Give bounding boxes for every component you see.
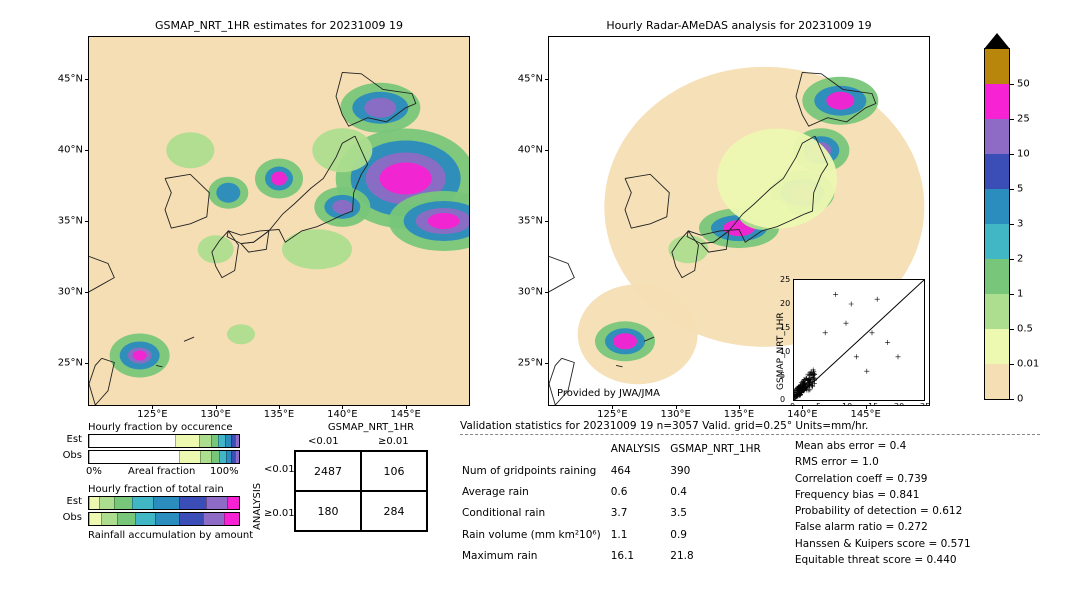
stats-metrics: Mean abs error = 0.4RMS error = 1.0Corre… xyxy=(795,438,971,568)
colorbar-segment xyxy=(985,154,1009,189)
provided-label: Provided by JWA/JMA xyxy=(557,388,660,399)
rain-title: Hourly fraction of total rain xyxy=(88,484,224,495)
stats-table: ANALYSIS GSMAP_NRT_1HR Num of gridpoints… xyxy=(460,438,771,568)
stats-metric: RMS error = 1.0 xyxy=(795,454,971,470)
stats-th-2: GSMAP_NRT_1HR xyxy=(670,440,769,459)
inset-scatter: 00551010151520202525ANALYSISGSMAP_NRT_1H… xyxy=(793,279,925,401)
stats-metric: Hanssen & Kuipers score = 0.571 xyxy=(795,536,971,552)
occ-est-label: Est xyxy=(56,434,82,445)
colorbar-label: 25 xyxy=(1009,114,1030,125)
colorbar-segment xyxy=(985,84,1009,119)
stats-metric: False alarm ratio = 0.272 xyxy=(795,519,971,535)
accum-title: Rainfall accumulation by amount xyxy=(88,530,253,541)
colorbar-segment xyxy=(985,329,1009,364)
colorbar-label: 3 xyxy=(1009,219,1023,230)
stats-metric: Equitable threat score = 0.440 xyxy=(795,552,971,568)
rain-bar-est xyxy=(88,496,240,510)
stats-metric: Probability of detection = 0.612 xyxy=(795,503,971,519)
map-radar-canvas: Provided by JWA/JMA 00551010151520202525… xyxy=(549,37,929,405)
colorbar-segment xyxy=(985,189,1009,224)
contingency-table: 2487 106 180 284 xyxy=(294,450,428,532)
colorbar-label: 10 xyxy=(1009,149,1030,160)
colorbar-segment xyxy=(985,364,1009,399)
map-gsmap-canvas xyxy=(89,37,469,405)
ct-row1: ≥0.01 xyxy=(264,508,295,519)
ct-col0: <0.01 xyxy=(308,436,339,447)
rain-est-label: Est xyxy=(56,496,82,507)
inset-ylabel: GSMAP_NRT_1HR xyxy=(776,312,786,390)
map-gsmap-title: GSMAP_NRT_1HR estimates for 20231009 19 xyxy=(89,19,469,32)
occ-obs-label: Obs xyxy=(56,450,82,461)
colorbar-label: 2 xyxy=(1009,254,1023,265)
stats-metric: Correlation coeff = 0.739 xyxy=(795,471,971,487)
stats-panel: Validation statistics for 20231009 19 n=… xyxy=(460,420,1040,568)
axis-100: 100% xyxy=(210,466,239,477)
colorbar-segment xyxy=(985,119,1009,154)
map-radar: Hourly Radar-AMeDAS analysis for 2023100… xyxy=(548,36,930,406)
colorbar-label: 50 xyxy=(1009,79,1030,90)
colorbar: 00.010.51235102550 xyxy=(984,48,1010,400)
stats-th-1: ANALYSIS xyxy=(611,440,669,459)
colorbar-arrow xyxy=(984,33,1010,49)
occ-bar-obs xyxy=(88,450,240,464)
ct-cell-11: 284 xyxy=(361,491,427,531)
colorbar-label: 0.5 xyxy=(1009,324,1033,335)
ct-col1: ≥0.01 xyxy=(378,436,409,447)
colorbar-segment xyxy=(985,49,1009,84)
stats-metric: Mean abs error = 0.4 xyxy=(795,438,971,454)
colorbar-label: 5 xyxy=(1009,184,1023,195)
occ-title: Hourly fraction by occurence xyxy=(88,422,232,433)
colorbar-segment xyxy=(985,294,1009,329)
ct-row0: <0.01 xyxy=(264,464,295,475)
ct-row-title: ANALYSIS xyxy=(252,483,263,530)
rain-bar-obs xyxy=(88,512,240,526)
colorbar-label: 1 xyxy=(1009,289,1023,300)
occ-bar-est xyxy=(88,434,240,448)
stats-metric: Frequency bias = 0.841 xyxy=(795,487,971,503)
colorbar-segment xyxy=(985,224,1009,259)
ct-cell-01: 106 xyxy=(361,451,427,491)
colorbar-segment xyxy=(985,259,1009,294)
colorbar-label: 0.01 xyxy=(1009,359,1039,370)
ct-cell-10: 180 xyxy=(295,491,361,531)
colorbar-label: 0 xyxy=(1009,394,1023,405)
map-gsmap: GSMAP_NRT_1HR estimates for 20231009 19 … xyxy=(88,36,470,406)
rain-obs-label: Obs xyxy=(56,512,82,523)
axis-0: 0% xyxy=(86,466,102,477)
map-radar-title: Hourly Radar-AMeDAS analysis for 2023100… xyxy=(549,19,929,32)
ct-col-title: GSMAP_NRT_1HR xyxy=(306,422,436,433)
stats-divider xyxy=(460,434,1040,435)
stats-th-0 xyxy=(462,440,609,459)
stats-header: Validation statistics for 20231009 19 n=… xyxy=(460,420,1040,432)
ct-cell-00: 2487 xyxy=(295,451,361,491)
axis-mid: Areal fraction xyxy=(128,466,195,477)
